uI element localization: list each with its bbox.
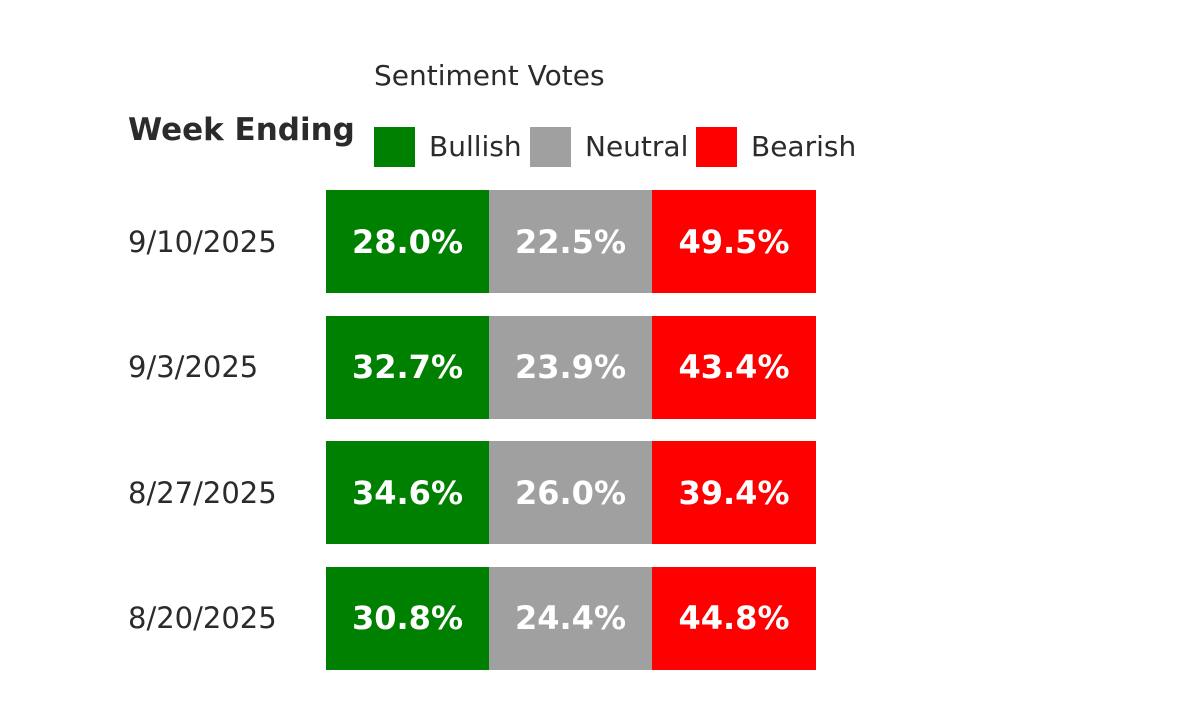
sentiment-row: 32.7% 23.9% 43.4% (326, 315, 816, 419)
neutral-segment: 22.5% (489, 190, 652, 293)
week-ending-date: 9/3/2025 (128, 350, 259, 384)
bullish-segment: 34.6% (326, 441, 489, 544)
legend-swatch-neutral (530, 127, 571, 167)
sentiment-row: 34.6% 26.0% 39.4% (326, 441, 816, 544)
legend-label-bullish: Bullish (429, 130, 522, 163)
neutral-segment: 24.4% (489, 566, 652, 670)
bearish-segment: 44.8% (652, 566, 816, 670)
legend-label-bearish: Bearish (751, 130, 857, 163)
bullish-segment: 30.8% (326, 566, 489, 670)
bearish-segment: 39.4% (652, 441, 816, 544)
sentiment-row: 30.8% 24.4% 44.8% (326, 566, 816, 670)
bearish-segment: 43.4% (652, 315, 816, 419)
chart-subtitle: Sentiment Votes (374, 59, 605, 92)
row-header-label: Week Ending (128, 112, 355, 148)
bullish-segment: 28.0% (326, 190, 489, 293)
week-ending-date: 9/10/2025 (128, 224, 277, 259)
legend-swatch-bullish (374, 127, 415, 167)
neutral-segment: 26.0% (489, 441, 652, 544)
bearish-segment: 49.5% (652, 190, 816, 293)
week-ending-date: 8/27/2025 (128, 475, 277, 510)
legend-label-neutral: Neutral (585, 130, 689, 163)
sentiment-row: 28.0% 22.5% 49.5% (326, 190, 816, 293)
legend-swatch-bearish (696, 127, 737, 167)
week-ending-date: 8/20/2025 (128, 601, 277, 635)
neutral-segment: 23.9% (489, 315, 652, 419)
bullish-segment: 32.7% (326, 315, 489, 419)
